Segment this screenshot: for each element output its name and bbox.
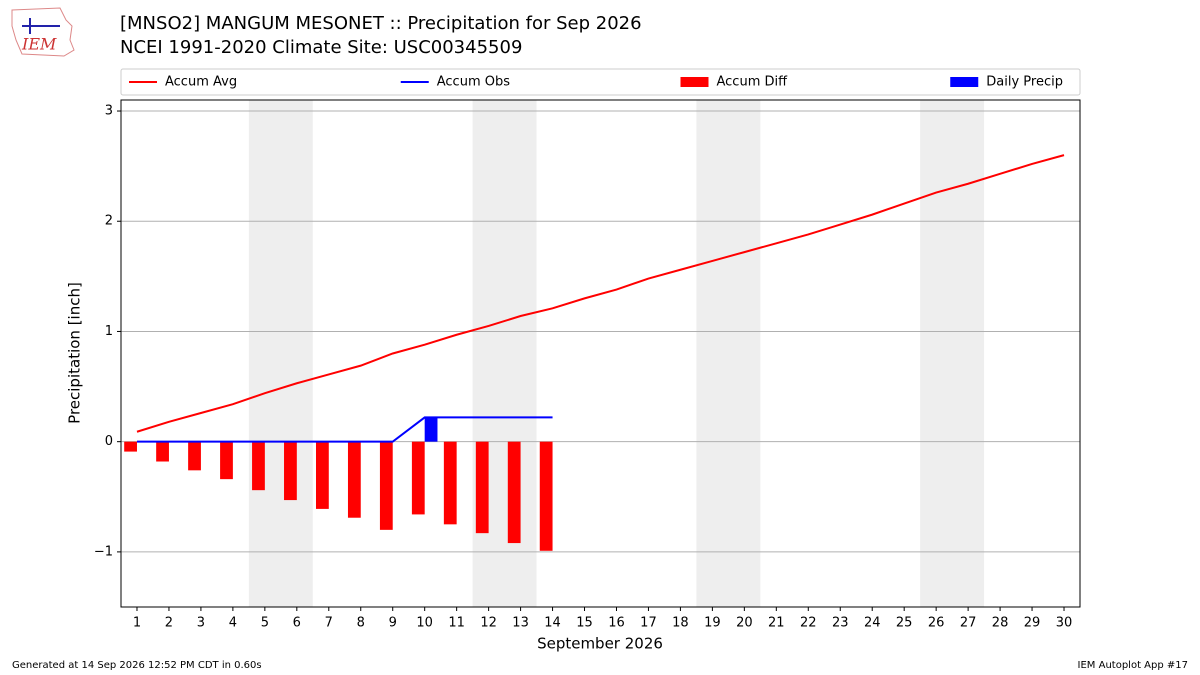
legend-label: Accum Avg: [165, 75, 237, 90]
y-tick-label: 2: [105, 214, 113, 229]
footer-right: IEM Autoplot App #17: [1078, 660, 1188, 671]
legend-swatch: [680, 77, 709, 87]
x-tick-label: 25: [896, 616, 913, 631]
logo: IEM: [11, 7, 75, 57]
bar: [220, 441, 233, 480]
chart-title: [MNSO2] MANGUM MESONET :: Precipitation …: [120, 13, 642, 34]
bar: [188, 441, 201, 471]
x-tick-label: 21: [768, 616, 785, 631]
bar: [379, 441, 393, 530]
legend-label: Accum Obs: [437, 75, 510, 90]
x-tick-label: 10: [416, 616, 433, 631]
x-tick-label: 4: [229, 616, 237, 631]
logo-text: IEM: [21, 35, 57, 54]
legend-label: Daily Precip: [986, 75, 1063, 90]
bar: [411, 441, 425, 515]
x-tick-label: 22: [800, 616, 817, 631]
weekend-shade: [920, 100, 985, 607]
weekend-shade: [696, 100, 761, 607]
x-tick-label: 1: [133, 616, 141, 631]
bar: [315, 441, 329, 509]
x-tick-label: 8: [357, 616, 365, 631]
x-tick-label: 27: [960, 616, 977, 631]
x-tick-label: 6: [293, 616, 301, 631]
plot-frame: [120, 99, 1081, 608]
y-axis-label: Precipitation [inch]: [66, 282, 84, 424]
bar: [424, 417, 438, 442]
x-tick-label: 24: [864, 616, 881, 631]
bar: [347, 441, 361, 518]
x-tick-label: 13: [512, 616, 529, 631]
x-tick-label: 19: [704, 616, 721, 631]
x-tick-label: 3: [197, 616, 205, 631]
bar: [124, 441, 137, 452]
chart-subtitle: NCEI 1991-2020 Climate Site: USC00345509: [120, 37, 522, 58]
x-tick-label: 28: [992, 616, 1009, 631]
bar: [507, 441, 521, 544]
x-tick-label: 16: [608, 616, 625, 631]
legend-label: Accum Diff: [717, 75, 789, 90]
bar: [284, 441, 297, 501]
legend-swatch: [950, 77, 979, 87]
x-tick-label: 20: [736, 616, 753, 631]
x-tick-label: 29: [1024, 616, 1041, 631]
x-tick-label: 17: [640, 616, 657, 631]
bar: [475, 441, 489, 534]
x-tick-label: 26: [928, 616, 945, 631]
x-tick-label: 23: [832, 616, 849, 631]
bar: [443, 441, 457, 525]
x-tick-label: 9: [389, 616, 397, 631]
y-tick-label: 0: [105, 434, 113, 449]
x-tick-label: 15: [576, 616, 593, 631]
x-tick-label: 5: [261, 616, 269, 631]
weekend-shade: [248, 100, 313, 607]
x-axis-label: September 2026: [537, 635, 663, 653]
y-tick-label: 1: [105, 324, 113, 339]
footer-left: Generated at 14 Sep 2026 12:52 PM CDT in…: [12, 660, 262, 671]
y-tick-label: −1: [94, 544, 113, 559]
bar: [156, 441, 169, 462]
line: [136, 154, 1065, 433]
line: [136, 416, 553, 443]
logo-outline: [11, 7, 75, 57]
bar: [539, 441, 553, 551]
bar: [252, 441, 265, 491]
x-tick-label: 12: [480, 616, 497, 631]
x-tick-label: 30: [1056, 616, 1073, 631]
x-tick-label: 11: [448, 616, 465, 631]
y-tick-label: 3: [105, 104, 113, 119]
x-tick-label: 7: [325, 616, 333, 631]
x-tick-label: 18: [672, 616, 689, 631]
x-tick-label: 2: [165, 616, 173, 631]
legend-box: [120, 68, 1081, 96]
x-tick-label: 14: [544, 616, 561, 631]
